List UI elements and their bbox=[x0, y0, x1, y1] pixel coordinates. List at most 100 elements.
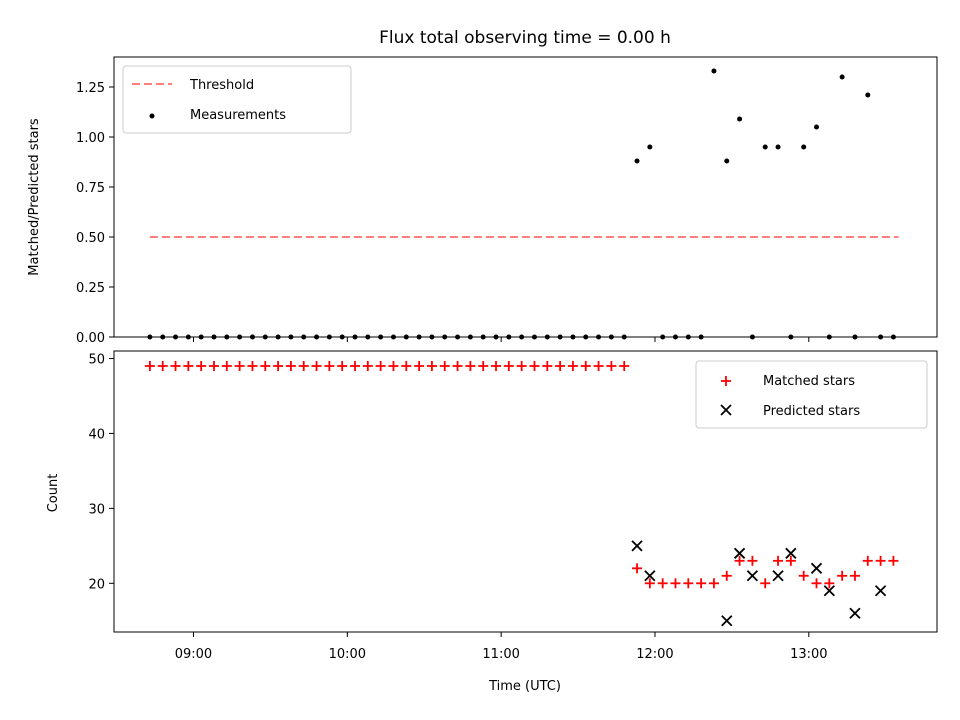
top-y-tick-label: 0.75 bbox=[76, 181, 105, 196]
matched-stars-point bbox=[260, 360, 271, 371]
legend-matched-label: Matched stars bbox=[763, 374, 855, 389]
matched-stars-point bbox=[747, 555, 758, 566]
predicted-stars-point bbox=[810, 562, 823, 574]
matched-stars-point bbox=[285, 360, 296, 371]
x-tick-label: 13:00 bbox=[790, 647, 827, 662]
matched-stars-point bbox=[837, 570, 848, 581]
matched-stars-point bbox=[670, 578, 681, 589]
bottom-y-tick-label: 30 bbox=[88, 502, 105, 517]
matched-stars-point bbox=[875, 555, 886, 566]
matched-stars-point bbox=[298, 360, 309, 371]
predicted-stars-point bbox=[631, 540, 643, 552]
measurement-point bbox=[724, 158, 730, 164]
bottom-legend: Matched stars Predicted stars bbox=[695, 360, 928, 429]
matched-stars-point bbox=[144, 360, 155, 371]
matched-stars-point bbox=[208, 360, 219, 371]
predicted-stars-point bbox=[849, 607, 861, 619]
matched-stars-point bbox=[350, 360, 361, 371]
top-chart-title: Flux total observing time = 0.00 h bbox=[379, 28, 671, 48]
measurement-point bbox=[647, 144, 653, 150]
matched-stars-point bbox=[773, 555, 784, 566]
x-tick-label: 12:00 bbox=[636, 647, 673, 662]
matched-stars-point bbox=[311, 360, 322, 371]
matched-stars-point bbox=[401, 360, 412, 371]
measurement-point bbox=[762, 144, 768, 150]
matched-stars-point bbox=[221, 360, 232, 371]
matched-stars-point bbox=[888, 555, 899, 566]
predicted-stars-point bbox=[721, 615, 733, 627]
predicted-stars-point bbox=[772, 570, 784, 582]
matched-stars-point bbox=[414, 360, 425, 371]
top-y-axis-label: Matched/Predicted stars bbox=[27, 118, 42, 276]
predicted-stars-point bbox=[823, 585, 835, 597]
x-tick-label: 10:00 bbox=[329, 647, 366, 662]
top-y-tick-label: 1.25 bbox=[76, 81, 105, 96]
matched-stars-point bbox=[183, 360, 194, 371]
x-axis-label: Time (UTC) bbox=[488, 679, 561, 694]
matched-stars-point bbox=[375, 360, 386, 371]
bottom-y-axis-label: Count bbox=[46, 474, 61, 513]
top-y-tick-label: 0.25 bbox=[76, 281, 105, 296]
matched-stars-point bbox=[734, 555, 745, 566]
matched-stars-point bbox=[324, 360, 335, 371]
matched-stars-point bbox=[491, 360, 502, 371]
matched-stars-point bbox=[478, 360, 489, 371]
predicted-stars-point bbox=[785, 547, 797, 559]
bottom-y-tick-label: 50 bbox=[88, 352, 105, 367]
measurement-point bbox=[839, 74, 845, 80]
matched-stars-point bbox=[452, 360, 463, 371]
top-legend: Threshold Measurements bbox=[122, 65, 352, 134]
measurement-point bbox=[865, 92, 871, 98]
top-axes-frame bbox=[113, 56, 938, 338]
matched-stars-point bbox=[555, 360, 566, 371]
matched-stars-point bbox=[273, 360, 284, 371]
legend-predicted-marker bbox=[720, 404, 732, 416]
measurement-point bbox=[737, 116, 743, 122]
predicted-stars-point bbox=[644, 570, 656, 582]
predicted-stars-point bbox=[874, 585, 887, 597]
matched-stars-point bbox=[760, 578, 771, 589]
bottom-panel: 20 30 40 50 09:00 10:00 11:00 12:00 13:00 bbox=[88, 350, 938, 662]
matched-stars-point bbox=[785, 555, 796, 566]
matched-stars-point bbox=[849, 570, 860, 581]
matched-stars-point bbox=[157, 360, 168, 371]
matched-stars-point bbox=[247, 360, 258, 371]
matched-stars-point bbox=[811, 578, 822, 589]
predicted-stars-point bbox=[746, 570, 759, 582]
matched-stars-point bbox=[862, 555, 873, 566]
legend-measurements-label: Measurements bbox=[190, 108, 286, 123]
x-tick-label: 11:00 bbox=[482, 647, 519, 662]
matched-stars-point bbox=[337, 360, 348, 371]
measurement-point bbox=[634, 158, 640, 164]
matched-stars-point bbox=[708, 578, 719, 589]
matched-stars-point bbox=[196, 360, 207, 371]
matched-stars-point bbox=[606, 360, 617, 371]
top-y-tick-label: 0.50 bbox=[76, 231, 105, 246]
measurement-point bbox=[711, 68, 717, 74]
bottom-y-tick-label: 40 bbox=[88, 427, 105, 442]
bottom-y-tick-label: 20 bbox=[88, 577, 105, 592]
matched-stars-point bbox=[529, 360, 540, 371]
legend-measurements-marker bbox=[149, 113, 155, 119]
x-tick-label: 09:00 bbox=[175, 647, 212, 662]
matched-stars-point bbox=[632, 563, 643, 574]
measurement-point bbox=[775, 144, 781, 150]
matched-stars-point bbox=[388, 360, 399, 371]
matched-stars-point bbox=[721, 570, 732, 581]
bottom-axes-frame bbox=[113, 350, 938, 633]
legend-threshold-label: Threshold bbox=[189, 78, 254, 93]
measurement-point bbox=[801, 144, 807, 150]
matched-stars-point bbox=[465, 360, 476, 371]
matched-stars-point bbox=[170, 360, 181, 371]
top-panel: 0.00 0.25 0.50 0.75 1.00 1.25 bbox=[76, 56, 938, 346]
matched-stars-point bbox=[426, 360, 437, 371]
matched-stars-point bbox=[516, 360, 527, 371]
matched-stars-point bbox=[696, 578, 707, 589]
matched-stars-point bbox=[580, 360, 591, 371]
legend-predicted-label: Predicted stars bbox=[763, 404, 860, 419]
matched-stars-point bbox=[542, 360, 553, 371]
legend-matched-marker bbox=[721, 376, 731, 386]
matched-stars-point bbox=[683, 578, 694, 589]
matched-stars-point bbox=[644, 578, 655, 589]
